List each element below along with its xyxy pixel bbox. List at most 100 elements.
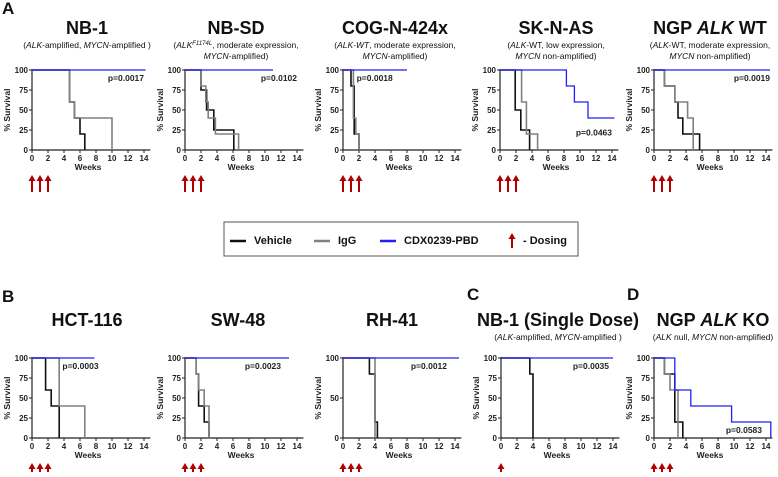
y-tick-label: 0 [24,146,29,155]
y-tick-label: 100 [168,66,182,75]
chart-panel-sknas: SK-N-AS (ALK-WT, low expression,MYCN non-… [470,18,619,192]
y-tick-label: 100 [15,66,29,75]
dosing-arrow-icon [44,175,52,192]
p-value-label: p=0.0019 [734,73,770,83]
arrow-head [189,175,197,181]
x-tick-label: 10 [576,154,585,163]
x-tick-label: 10 [577,442,586,451]
chart-subtitle-segment: MYCN [363,51,389,61]
y-axis-label: % Survival [155,89,165,132]
chart-subtitle-segment: -WT [353,40,370,50]
dosing-arrow-icon [197,175,205,192]
x-tick-label: 8 [716,442,721,451]
x-tick-label: 6 [231,154,236,163]
y-tick-label: 100 [637,66,651,75]
y-axis-label: % Survival [2,89,12,132]
panel-letter: B [2,287,14,306]
x-tick-label: 0 [30,154,35,163]
chart-panel-nbsd: NB-SD (ALKF1174L, moderate expression,MYC… [155,18,304,192]
p-value-label: p=0.0583 [726,425,762,435]
chart-subtitle-segment: MYCN [84,40,110,50]
x-axis-label: Weeks [386,162,413,172]
x-tick-label: 6 [700,442,705,451]
y-axis-label: % Survival [624,377,634,420]
arrow-head [512,175,520,181]
dosing-arrow-icon [339,463,347,477]
chart-title-segment: NB-1 [66,18,108,38]
y-tick-label: 100 [483,66,497,75]
x-tick-label: 0 [498,154,503,163]
chart-subtitle-segment: MYCN [555,332,581,342]
y-tick-label: 50 [641,106,650,115]
arrow-head [44,175,52,181]
x-tick-label: 4 [530,154,535,163]
x-tick-label: 2 [46,154,51,163]
y-tick-label: 25 [19,414,28,423]
chart-subtitle: (ALK-WT, low expression, [507,40,604,50]
x-tick-label: 4 [62,442,67,451]
dosing-arrow-icon [36,175,44,192]
y-axis-label: % Survival [313,89,323,132]
survival-curve-vehicle [32,69,86,150]
x-tick-label: 6 [231,442,236,451]
y-tick-label: 0 [177,434,182,443]
survival-curve-igg [185,357,210,438]
chart-subtitle-segment: -WT, moderate expression, [669,40,771,50]
x-tick-label: 14 [140,154,149,163]
y-tick-label: 100 [168,354,182,363]
y-tick-label: 75 [172,86,181,95]
x-tick-label: 8 [716,154,721,163]
x-tick-label: 6 [700,154,705,163]
y-tick-label: 50 [19,394,28,403]
y-tick-label: 25 [641,126,650,135]
chart-subtitle: MYCN non-amplified) [669,51,750,61]
y-tick-label: 0 [24,434,29,443]
x-tick-label: 12 [746,154,755,163]
chart-panel-ngpwt: NGP ALK WT(ALK-WT, moderate expression,M… [624,18,773,192]
arrow-head [197,175,205,181]
y-tick-label: 50 [487,106,496,115]
x-tick-label: 14 [608,154,617,163]
legend-label: CDX0239-PBD [404,235,479,247]
survival-curve-vehicle [501,357,534,438]
x-tick-label: 2 [357,154,362,163]
x-tick-label: 8 [405,442,410,451]
x-tick-label: 2 [46,442,51,451]
arrow-head [44,463,52,469]
x-tick-label: 8 [94,442,99,451]
chart-subtitle: (ALK-WT, moderate expression, [334,40,455,50]
x-tick-label: 4 [531,442,536,451]
survival-curve-cdx [500,69,615,119]
x-axis-label: Weeks [75,450,102,460]
arrow-head [650,175,658,181]
y-tick-label: 100 [637,354,651,363]
x-tick-label: 4 [373,154,378,163]
chart-title-segment: RH-41 [366,310,418,330]
chart-subtitle: (ALK-amplified, MYCN-amplified ) [23,40,151,50]
y-tick-label: 0 [177,146,182,155]
chart-subtitle-segment: ( [334,40,337,50]
p-value-label: p=0.0035 [573,361,609,371]
legend-label: - Dosing [523,235,567,247]
x-tick-label: 14 [451,154,460,163]
dosing-arrow-icon [650,463,658,477]
x-tick-label: 12 [435,442,444,451]
chart-subtitle-segment: non-amplified) [694,51,750,61]
chart-title-segment: WT [734,18,767,38]
dosing-arrow-icon [36,463,44,477]
p-value-label: p=0.0018 [357,73,393,83]
arrow-head [658,463,666,469]
dosing-arrow-icon [339,175,347,192]
y-tick-label: 0 [493,434,498,443]
survival-curve-igg [343,357,376,438]
arrow-head [347,175,355,181]
chart-title-segment: NB-SD [208,18,265,38]
x-tick-label: 10 [108,442,117,451]
y-tick-label: 0 [492,146,497,155]
x-tick-label: 12 [435,154,444,163]
chart-subtitle-segment: null, [672,332,692,342]
arrow-head [666,175,674,181]
dosing-arrow-icon [189,175,197,192]
x-tick-label: 2 [199,154,204,163]
chart-subtitle-segment: -amplified ) [580,332,622,342]
